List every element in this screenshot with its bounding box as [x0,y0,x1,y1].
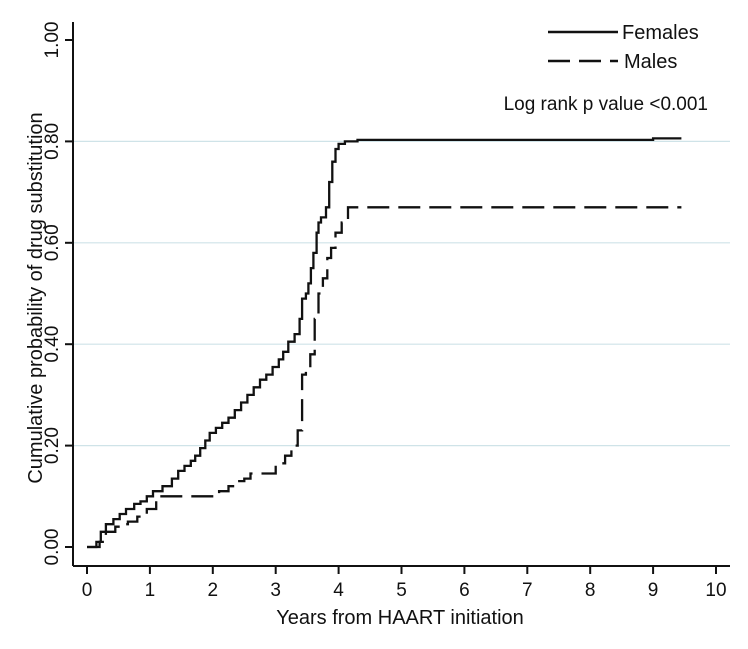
y-axis-title: Cumulative probability of drug substitut… [25,112,47,483]
x-tick-label: 5 [396,580,407,601]
y-tick-label: 0.60 [42,224,63,261]
grid-layer [74,140,730,447]
x-axis-title: Years from HAART initiation [276,607,524,629]
legend-label-males: Males [624,51,677,73]
x-tick-label: 9 [648,580,659,601]
ticks-layer: 0.00 0.20 0.40 0.60 0.80 1.00 0 1 2 3 4 5 6 7 8 9 10 [42,22,727,601]
series-line-males [87,206,682,549]
y-tick-label: 0.00 [42,529,63,566]
log-rank-annotation: Log rank p value <0.001 [504,94,708,115]
y-tick-label: 0.40 [42,326,63,363]
legend: Females Males [548,22,699,73]
x-tick-label: 8 [585,580,596,601]
x-tick-label: 0 [82,580,93,601]
series-line-females [87,137,682,549]
x-tick-label: 1 [145,580,156,601]
x-tick-label: 7 [522,580,533,601]
x-tick-label: 6 [459,580,470,601]
x-tick-label: 10 [705,580,726,601]
x-tick-label: 4 [333,580,344,601]
y-tick-label: 1.00 [42,22,63,59]
series-layer [87,137,682,549]
y-tick-label: 0.80 [42,123,63,160]
legend-label-females: Females [622,22,699,44]
x-tick-label: 3 [270,580,281,601]
y-tick-label: 0.20 [42,427,63,464]
x-tick-label: 2 [208,580,219,601]
